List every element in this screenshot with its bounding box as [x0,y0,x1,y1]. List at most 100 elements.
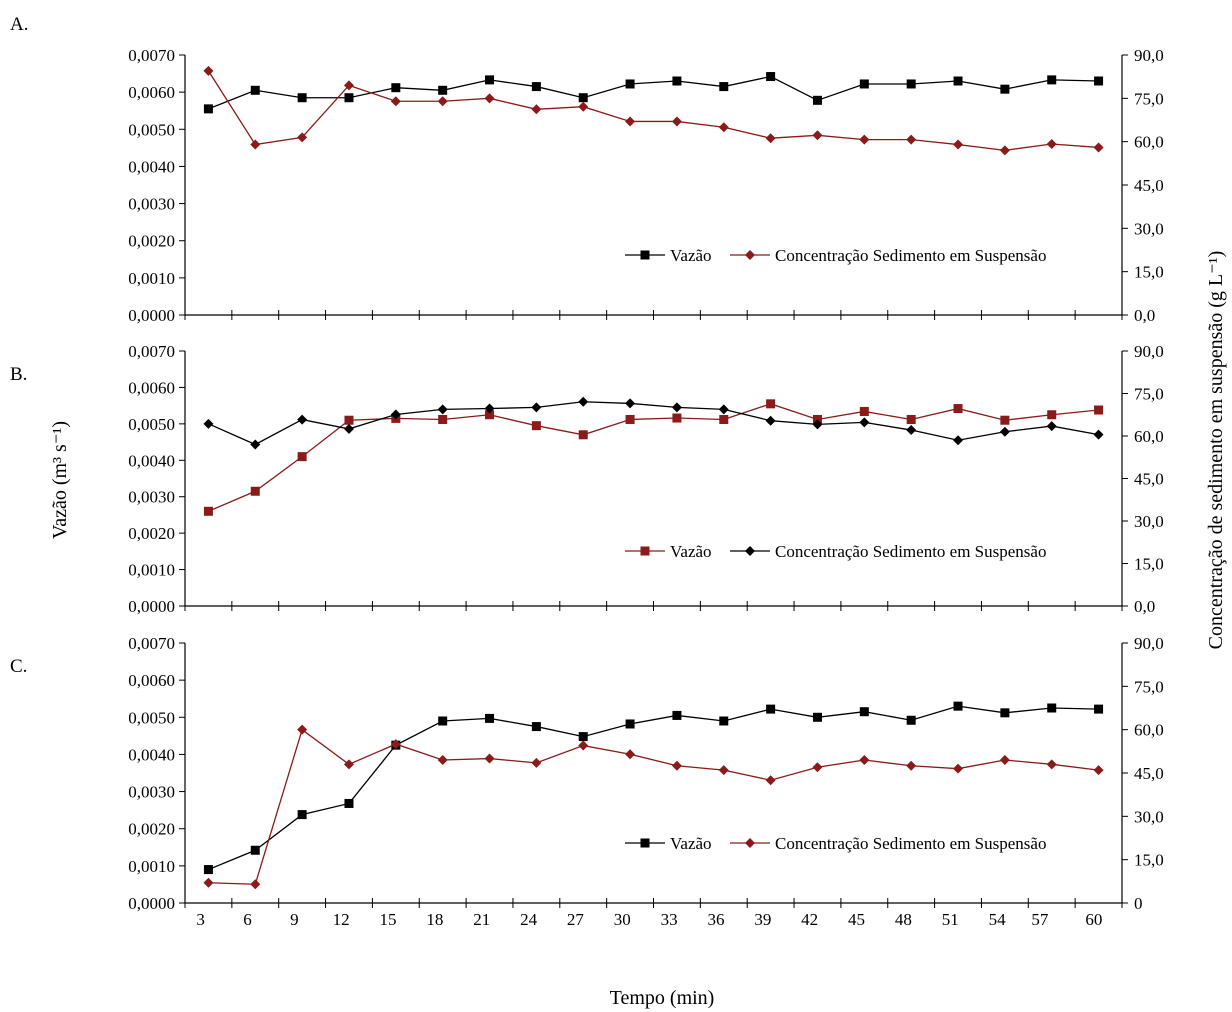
data-point [1094,704,1104,714]
data-point [625,398,636,409]
right-tick-label: 15,0 [1134,263,1164,282]
data-point [297,810,307,820]
legend-marker [745,250,755,260]
left-tick-label: 0,0030 [128,783,175,802]
data-point [1046,421,1057,432]
data-point [859,755,870,765]
x-tick-label: 18 [426,910,443,929]
data-point [390,739,401,750]
data-point [297,132,308,143]
data-point [485,75,495,85]
data-point [625,749,636,760]
data-point [859,417,870,428]
data-point [437,404,448,415]
panel-label: C. [10,656,27,677]
data-point [578,101,589,112]
data-point [719,82,729,92]
right-tick-label: 90,0 [1134,342,1164,361]
left-tick-label: 0,0060 [128,83,175,102]
data-point [765,775,776,786]
data-point [250,439,261,450]
chart-panel-2: B. 0,0000 0,0010 0,0020 0,0030 0,0040 0,0050 0,… [10,342,1164,616]
series-line [208,403,1099,512]
data-point [719,414,729,424]
data-point [1093,765,1104,776]
data-point [671,760,682,771]
left-tick-label: 0,0010 [128,561,175,580]
left-tick-label: 0,0070 [128,46,175,65]
data-point [531,757,542,768]
data-point [953,139,964,150]
x-tick-label: 6 [243,910,252,929]
data-point [1094,76,1104,86]
data-point [203,877,214,888]
legend-label: Concentração Sedimento em Suspensão [775,246,1046,265]
data-point [437,755,448,765]
data-point [999,145,1010,156]
data-point [718,765,729,776]
data-point [1094,405,1104,415]
data-point [578,740,589,751]
x-tick-label: 3 [196,910,205,929]
legend-label: Vazão [670,246,712,265]
x-tick-label: 15 [380,910,397,929]
x-tick-label: 42 [801,910,818,929]
data-point [484,753,495,764]
data-point [953,76,963,86]
data-point [578,430,588,440]
left-axis-label: Vazão (m³ s⁻¹) [49,421,71,539]
left-tick-label: 0,0040 [128,157,175,176]
data-point [531,722,541,732]
data-point [765,133,776,144]
data-point [765,415,776,426]
right-tick-label: 0 [1134,894,1143,913]
data-point [203,865,213,875]
data-point [718,122,729,133]
legend-label: Vazão [670,834,712,853]
x-tick-label: 51 [942,910,959,929]
right-tick-label: 15,0 [1134,555,1164,574]
data-point [859,707,869,717]
data-point [344,798,354,808]
panel-label: B. [10,364,27,385]
right-tick-label: 90,0 [1134,46,1164,65]
data-point [531,402,542,413]
left-tick-label: 0,0020 [128,232,175,251]
data-point [906,715,916,725]
left-tick-label: 0,0030 [128,195,175,214]
data-point [1046,759,1057,770]
data-point [531,104,542,115]
data-point [344,415,354,425]
x-tick-label: 24 [520,910,538,929]
left-tick-label: 0,0040 [128,451,175,470]
left-tick-label: 0,0020 [128,820,175,839]
data-point [203,65,214,76]
data-point [625,116,636,127]
data-point [578,396,589,407]
data-point [391,83,401,93]
data-point [203,506,213,516]
data-point [343,80,354,91]
right-tick-label: 90,0 [1134,634,1164,653]
right-tick-label: 45,0 [1134,176,1164,195]
right-tick-label: 0,0 [1134,597,1155,616]
data-point [953,701,963,711]
data-point [766,704,776,714]
right-tick-label: 45,0 [1134,470,1164,489]
x-tick-label: 21 [473,910,490,929]
data-point [250,486,260,496]
x-tick-label: 57 [1031,910,1049,929]
data-point [438,414,448,424]
right-tick-label: 75,0 [1134,385,1164,404]
legend-label: Concentração Sedimento em Suspensão [775,834,1046,853]
right-tick-label: 60,0 [1134,427,1164,446]
data-point [672,76,682,86]
left-tick-label: 0,0050 [128,708,175,727]
data-point [578,93,588,103]
data-point [578,732,588,742]
left-tick-label: 0,0000 [128,597,175,616]
data-point [485,713,495,723]
left-tick-label: 0,0010 [128,857,175,876]
data-point [250,879,261,890]
data-point [203,104,213,114]
